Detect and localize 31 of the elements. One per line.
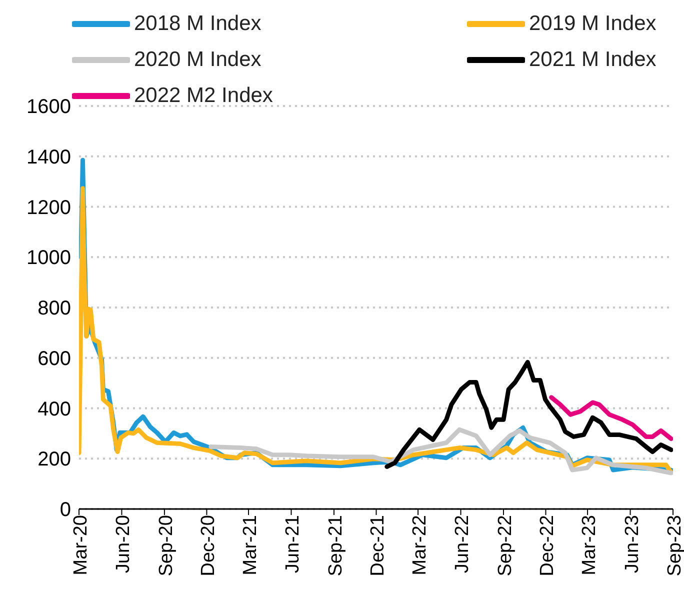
legend-label: 2020 M Index (134, 48, 262, 72)
x-tick-label: Dec-22 (537, 515, 558, 576)
x-tick-label: Sep-22 (494, 515, 516, 576)
x-tick-label: Sep-21 (325, 515, 346, 576)
y-tick-label: 1600 (26, 96, 71, 118)
x-tick-label: Sep-20 (156, 515, 177, 576)
x-tick-label: Jun-21 (282, 515, 304, 574)
x-tick-label: Dec-21 (368, 515, 389, 576)
x-tick-label: Mar-23 (579, 515, 600, 576)
x-tick-label: Mar-21 (240, 515, 262, 576)
line-series (549, 395, 673, 441)
y-tick-label: 1000 (26, 247, 71, 270)
y-tick-label: 1400 (26, 146, 71, 168)
x-tick-label: Dec-20 (198, 515, 220, 576)
y-tick-label: 800 (38, 298, 71, 320)
y-tick-label: 1200 (26, 196, 71, 219)
legend-label: 2022 M2 Index (134, 84, 273, 108)
x-tick-label: Jun-22 (452, 515, 474, 574)
y-tick-label: 200 (38, 448, 71, 471)
legend-label: 2021 M Index (529, 48, 656, 72)
y-tick-label: 400 (38, 398, 71, 420)
x-tick-label: Jun-23 (622, 515, 643, 574)
line-series (384, 360, 673, 469)
x-tick-label: Sep-23 (664, 515, 684, 576)
x-tick-label: Mar-22 (410, 515, 431, 576)
x-tick-label: Jun-20 (113, 515, 134, 574)
legend-label: 2018 M Index (134, 12, 262, 36)
y-tick-label: 0 (60, 499, 71, 522)
y-tick-label: 600 (38, 348, 71, 370)
legend-label: 2019 M Index (529, 12, 656, 36)
x-tick-label: Mar-20 (70, 515, 92, 576)
